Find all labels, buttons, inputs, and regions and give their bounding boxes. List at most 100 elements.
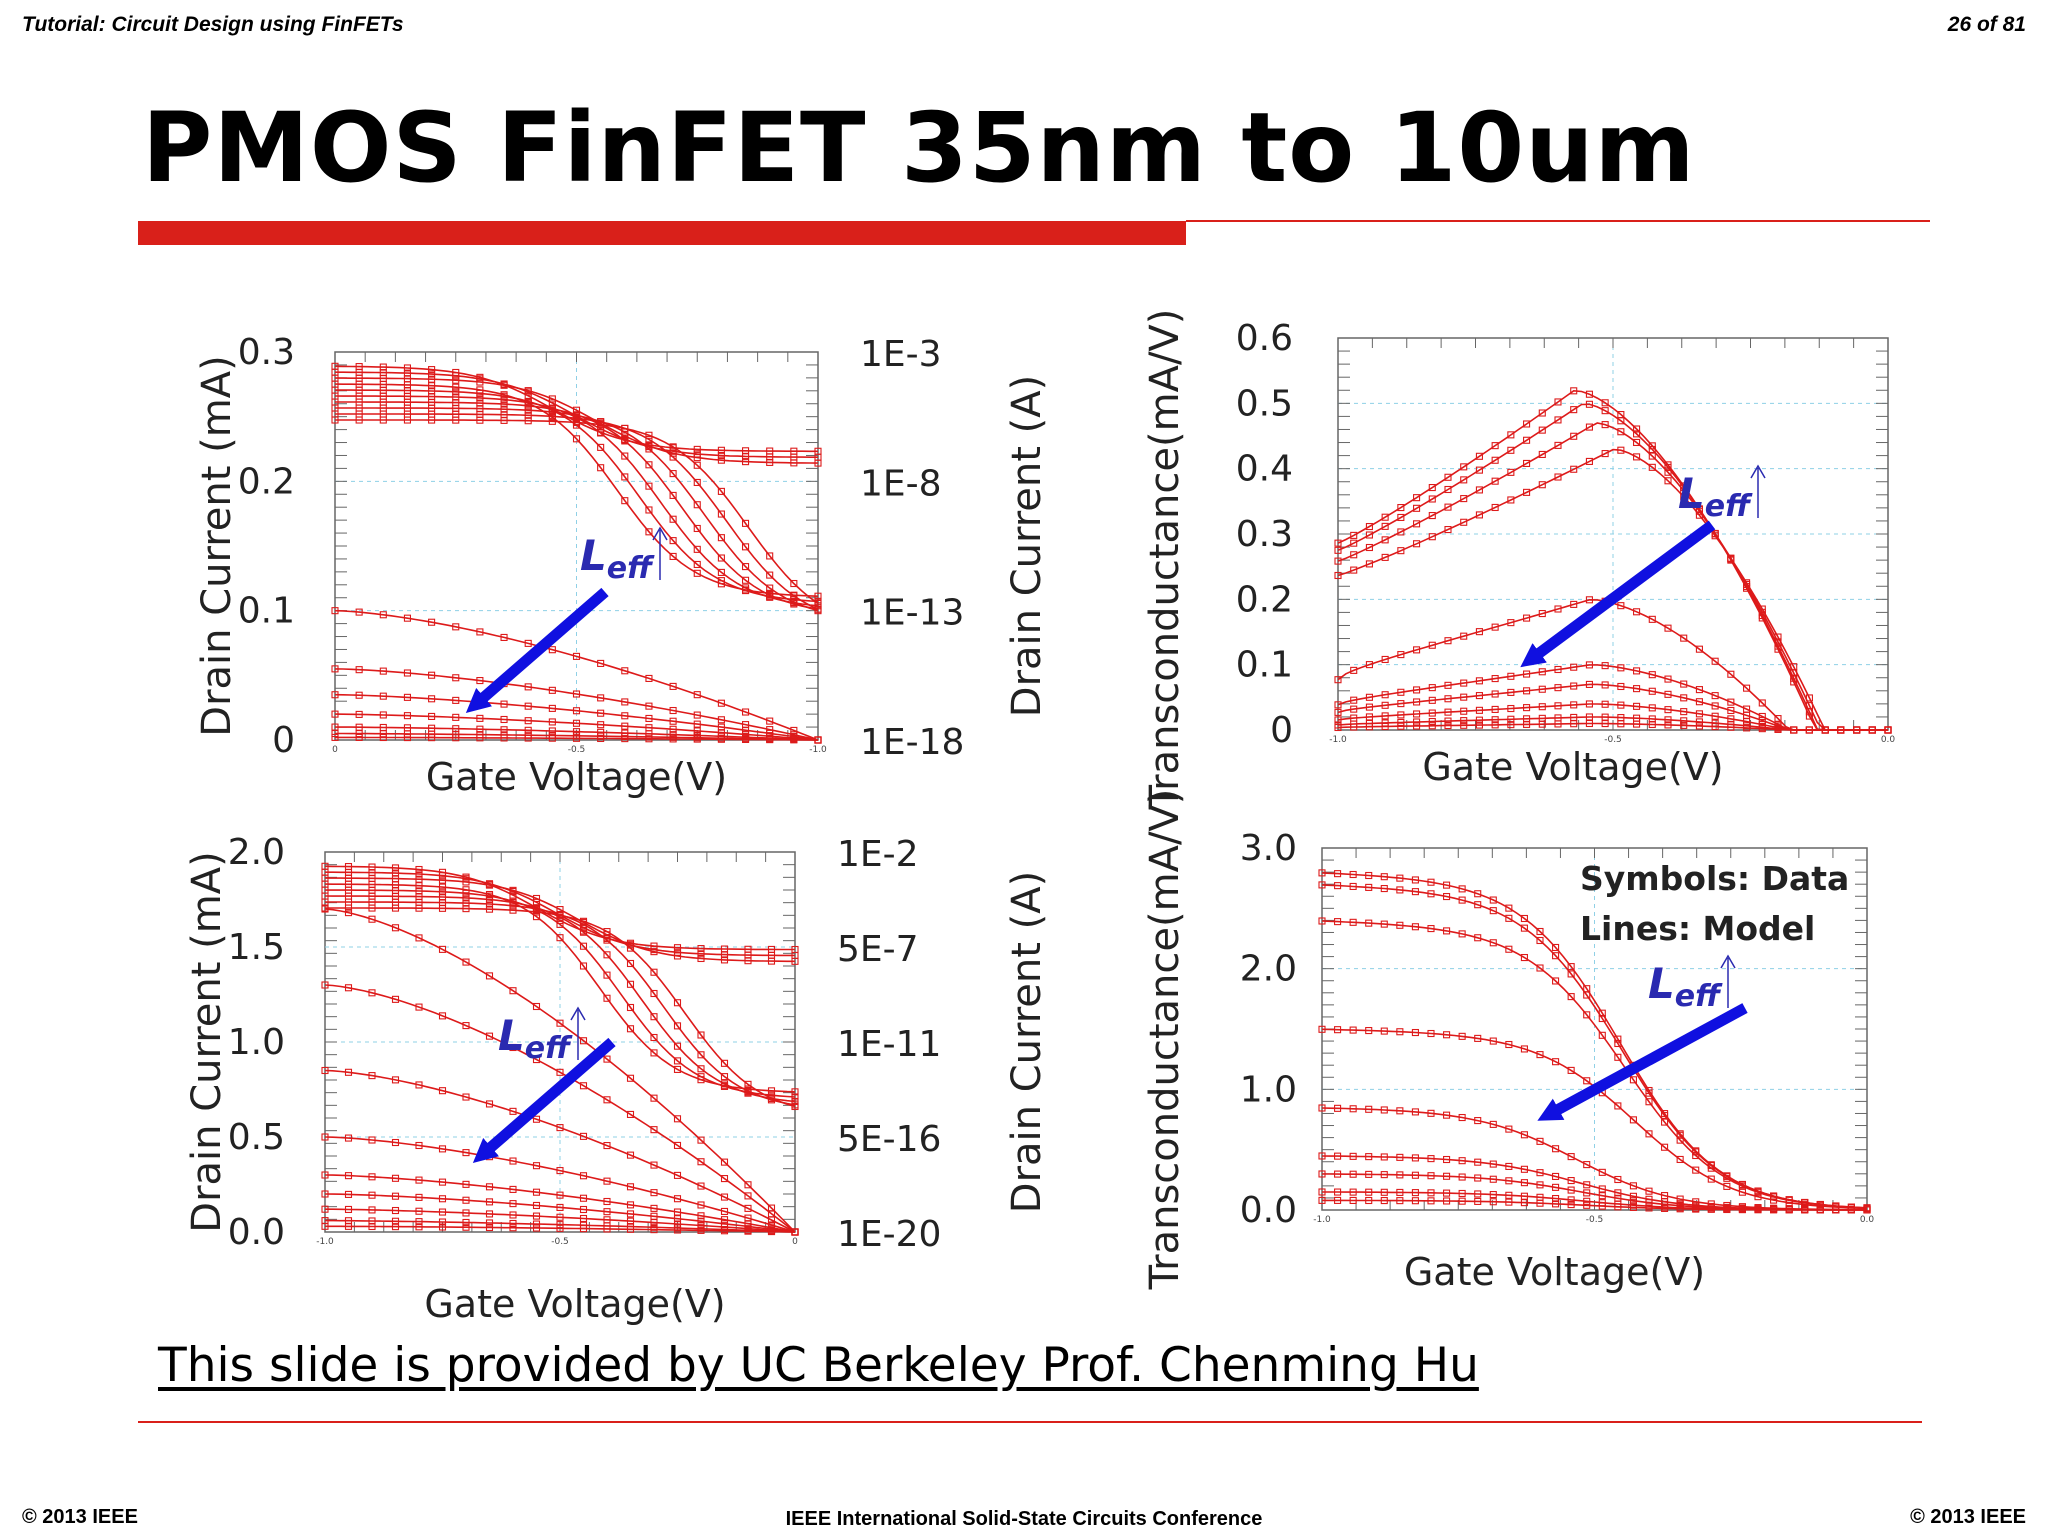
data-point [1664, 716, 1672, 724]
data-point [1489, 907, 1497, 915]
data-point [603, 1208, 611, 1216]
data-point [1444, 695, 1452, 703]
data-point [1444, 637, 1452, 645]
data-point [1489, 939, 1497, 947]
data-point [1334, 723, 1342, 732]
data-point [717, 510, 725, 518]
data-point [415, 1193, 423, 1201]
data-point [720, 1175, 729, 1183]
data-point [1427, 1172, 1435, 1180]
data-point [1443, 1155, 1451, 1164]
data-point [669, 537, 677, 545]
data-point [438, 904, 447, 912]
data-point [1554, 605, 1562, 613]
data-point [645, 674, 653, 682]
data-point [1365, 883, 1373, 891]
data-point [697, 950, 705, 958]
data-point [415, 1141, 423, 1150]
data-point [790, 731, 798, 739]
data-point [344, 1205, 353, 1214]
data-point [391, 1192, 400, 1200]
data-point [645, 714, 653, 723]
data-point [579, 1194, 588, 1202]
data-point [428, 382, 436, 390]
data-point [428, 618, 436, 626]
data-point [1633, 720, 1641, 728]
data-point [597, 659, 605, 667]
data-point [1567, 1177, 1575, 1185]
data-point [500, 715, 508, 724]
data-point [476, 628, 484, 636]
data-point [1520, 953, 1528, 962]
data-point [650, 1033, 658, 1042]
data-point [1633, 453, 1641, 461]
data-point [717, 487, 725, 495]
data-point [720, 1207, 729, 1215]
data-point [403, 416, 412, 424]
data-point [1397, 711, 1405, 719]
data-point [462, 1022, 470, 1030]
data-point [603, 951, 611, 959]
chart-transconductance-10um: -1.0 -0.5 0.0 0.0 1.0 2.0 3.0 Transconductance(… [1142, 789, 1874, 1294]
data-point [1554, 473, 1562, 481]
data-point [548, 412, 556, 420]
data-point [1475, 511, 1483, 519]
data-point [1365, 1026, 1373, 1035]
data-point [476, 714, 484, 722]
data-point [524, 639, 532, 647]
data-point [697, 1073, 705, 1081]
data-point [1520, 1179, 1528, 1187]
data-point [1552, 952, 1560, 960]
data-point [1491, 477, 1499, 485]
data-point [1554, 702, 1562, 710]
model-line [334, 713, 819, 741]
data-point [355, 691, 363, 699]
data-point [650, 989, 658, 998]
data-point [579, 1172, 588, 1180]
data-point [650, 1161, 658, 1169]
data-point [1692, 1166, 1700, 1174]
data-point [621, 424, 629, 433]
data-point [1661, 1143, 1669, 1151]
data-point [1601, 407, 1609, 415]
data-point [1801, 1201, 1809, 1209]
data-point [1523, 436, 1531, 444]
data-point [1381, 722, 1389, 731]
data-point [1614, 1053, 1622, 1061]
data-point [428, 695, 436, 703]
data-point [1505, 1040, 1513, 1049]
data-point [379, 692, 387, 700]
data-point [744, 1214, 752, 1222]
data-point [1428, 709, 1436, 717]
data-point [1444, 681, 1452, 689]
data-point [1585, 596, 1593, 604]
data-point [1458, 930, 1466, 938]
data-point [403, 712, 412, 720]
data-point [532, 1188, 541, 1196]
data-point [720, 1158, 729, 1166]
data-point [1567, 1196, 1575, 1204]
data-point [1350, 723, 1358, 731]
data-point [1413, 718, 1421, 726]
data-point [744, 1087, 752, 1095]
data-point [579, 1082, 588, 1090]
data-point [1474, 1190, 1482, 1198]
data-point [1570, 720, 1578, 728]
data-point [1629, 1192, 1637, 1200]
data-point [1380, 1153, 1388, 1161]
data-point [1567, 1066, 1575, 1074]
data-point [1396, 1171, 1404, 1179]
data-point [462, 894, 470, 902]
data-point [1633, 608, 1641, 616]
data-point [1380, 1188, 1388, 1196]
data-point [1411, 923, 1419, 931]
data-point [1396, 1028, 1404, 1036]
data-point [1523, 459, 1531, 467]
data-point [621, 437, 629, 445]
data-point [1350, 696, 1358, 704]
data-point [415, 1003, 423, 1011]
data-point [1474, 934, 1482, 942]
x-axis-label: Gate Voltage(V) [1422, 745, 1723, 789]
data-point [556, 1213, 564, 1221]
data-point [673, 1195, 682, 1203]
